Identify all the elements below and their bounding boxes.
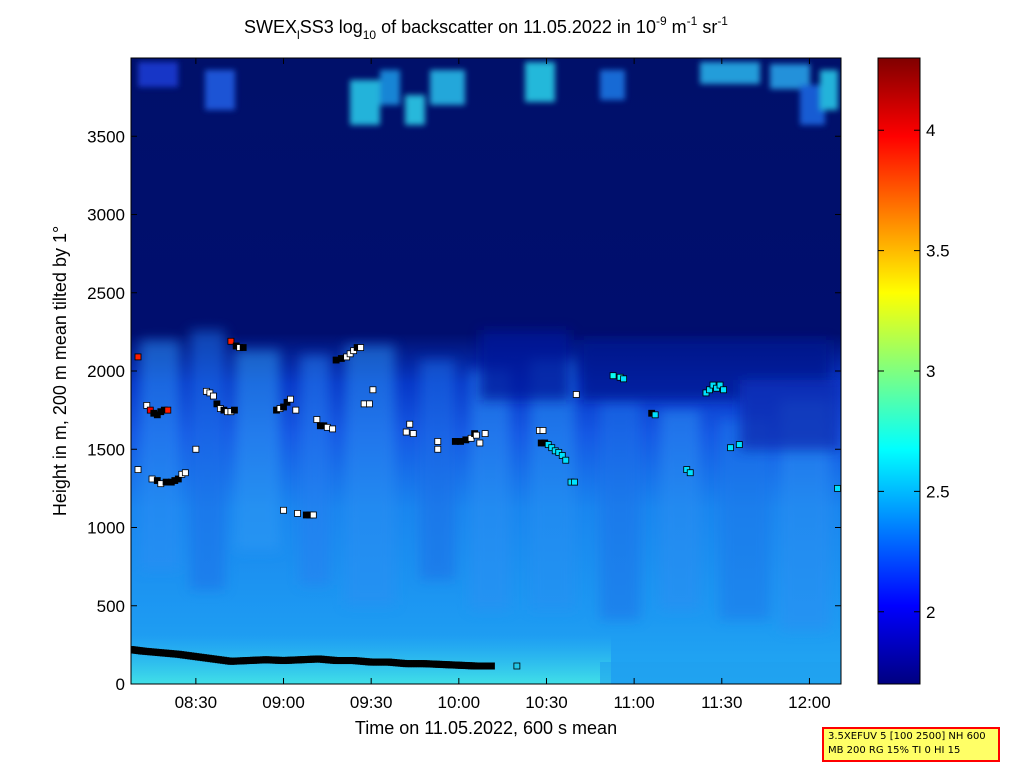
cloud-base-point (481, 430, 489, 438)
cloud-base-point (313, 416, 321, 423)
cloud-base-point (366, 400, 373, 408)
cloud-base-point (280, 506, 287, 514)
x-tick-label: 10:00 (438, 693, 481, 712)
processing-info-box: 3.5XEFUV 5 [100 2500] NH 600 MB 200 RG 1… (822, 727, 1000, 762)
cloud-base-point (609, 372, 617, 380)
x-tick-label: 12:00 (788, 693, 831, 712)
colorbar (877, 57, 921, 685)
cloud-base-point (409, 430, 417, 438)
cloud-base-point (174, 475, 182, 483)
y-tick-label: 2500 (87, 284, 125, 303)
plot-area (131, 58, 841, 684)
y-tick-label: 1500 (87, 440, 125, 459)
cloud-base-point (231, 406, 238, 414)
cloud-base-point (280, 403, 287, 411)
cloud-base-point (329, 425, 337, 433)
boundary-layer-point (487, 662, 495, 670)
cloud-base-point (716, 381, 724, 389)
cloud-base-point (192, 445, 200, 453)
cloud-base-point (539, 427, 547, 434)
cloud-base-point (562, 456, 570, 464)
cloud-base-point (406, 420, 414, 428)
cloud-base-point (213, 400, 221, 408)
x-tick-label: 09:30 (350, 693, 393, 712)
y-tick-label: 3500 (87, 127, 125, 146)
cloud-base-point (294, 510, 301, 517)
cloud-base-point (651, 411, 659, 419)
y-tick-label: 0 (116, 675, 125, 694)
cloud-base-point (239, 344, 247, 351)
cloud-base-point (369, 386, 377, 394)
cloud-base-point (476, 439, 484, 447)
cloud-base-point (134, 353, 142, 361)
y-axis: 0 500 1000 1500 2000 2500 3000 3500 (87, 127, 841, 694)
info-line-2: MB 200 RG 15% TI 0 HI 15 (828, 745, 961, 756)
x-tick-label: 10:30 (525, 693, 568, 712)
cloud-base-point (706, 386, 713, 394)
x-tick-label: 08:30 (175, 693, 218, 712)
cloud-base-point (287, 395, 294, 403)
cloud-base-point (292, 406, 300, 414)
colorbar-tick-label: 3.5 (926, 242, 950, 261)
cloud-base-point (181, 469, 189, 477)
cloud-base-point (686, 469, 694, 477)
y-tick-label: 3000 (87, 206, 125, 225)
boundary-layer-top-series (131, 646, 521, 670)
colorbar-ticks: 2 2.5 3 3.5 4 (878, 121, 950, 622)
cloud-base-point (558, 452, 566, 459)
cloud-base-point (164, 406, 172, 414)
y-tick-label: 500 (97, 597, 125, 616)
cloud-base-point (434, 438, 442, 445)
cloud-base-point (357, 344, 365, 351)
cloud-base-point (143, 402, 151, 409)
cloud-base-point (309, 511, 317, 519)
y-tick-label: 1000 (87, 519, 125, 538)
x-tick-label: 09:00 (262, 693, 305, 712)
y-axis-label: Height in m, 200 m mean tilted by 1° (50, 226, 70, 516)
cloud-base-point (572, 391, 580, 398)
colorbar-tick-label: 2.5 (926, 482, 950, 501)
cloud-base-point (402, 428, 410, 436)
cloud-base-point (434, 445, 442, 453)
x-axis: 08:30 09:00 09:30 10:00 10:30 11:00 11:30 12:00 (175, 58, 831, 712)
cloud-base-point (735, 441, 743, 448)
x-tick-label: 11:30 (701, 693, 742, 712)
x-tick-label: 11:00 (613, 693, 654, 712)
cloud-base-point (571, 478, 578, 486)
colorbar-tick-label: 2 (926, 603, 935, 622)
info-line-1: 3.5XEFUV 5 [100 2500] NH 600 (828, 731, 986, 742)
x-axis-label: Time on 11.05.2022, 600 s mean (355, 718, 617, 738)
y-tick-label: 2000 (87, 362, 125, 381)
cloud-base-series (134, 337, 841, 519)
cloud-base-point (134, 466, 142, 473)
cloud-base-point (227, 337, 235, 345)
cloud-base-point (209, 392, 217, 400)
colorbar-tick-label: 3 (926, 362, 935, 381)
chart-title: SWEXlSS3 log10 of backscatter on 11.05.2… (244, 14, 728, 42)
cloud-base-point (834, 484, 841, 492)
boundary-layer-point (513, 662, 521, 670)
colorbar-tick-label: 4 (926, 121, 935, 140)
cloud-base-point (472, 431, 480, 439)
cloud-base-point (720, 386, 727, 394)
cloud-base-point (727, 444, 734, 452)
cloud-base-point (620, 375, 628, 383)
